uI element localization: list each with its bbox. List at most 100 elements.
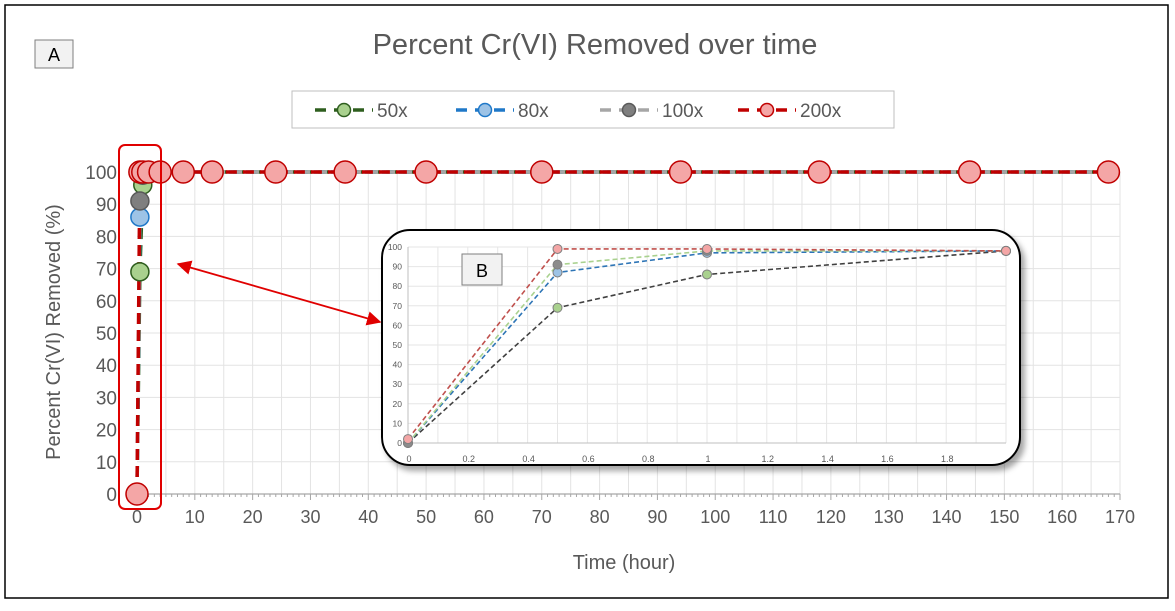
x-tick-label: 150 xyxy=(989,507,1019,527)
data-point-200x xyxy=(171,160,196,184)
y-axis-title: Percent Cr(VI) Removed (%) xyxy=(43,204,65,460)
y-tick-label: 50 xyxy=(96,324,117,345)
inset-y-tick-label: 60 xyxy=(393,320,403,330)
x-tick-label: 0 xyxy=(132,507,142,527)
legend-label-200x: 200x xyxy=(800,101,842,122)
y-tick-label: 60 xyxy=(96,292,117,313)
legend-label-50x: 50x xyxy=(377,101,408,122)
x-tick-label: 10 xyxy=(185,507,205,527)
panel-label-b-box xyxy=(461,253,503,286)
panel-label-b: B xyxy=(476,261,488,281)
x-tick-label: 170 xyxy=(1105,507,1135,527)
data-point-200x xyxy=(333,160,357,184)
inset-series-line-100x xyxy=(407,250,1006,444)
zoom-arrow xyxy=(176,260,382,326)
x-tick-label: 70 xyxy=(532,507,552,527)
x-tick-label: 80 xyxy=(590,507,610,527)
x-tick-label: 100 xyxy=(700,507,730,527)
y-tick-label: 80 xyxy=(96,227,117,248)
inset-data-point-50x xyxy=(552,302,563,313)
inset-x-tick-label: 0.2 xyxy=(463,454,476,464)
inset-y-tick-label: 0 xyxy=(397,438,402,448)
inset-y-tick-label: 90 xyxy=(393,262,403,272)
x-tick-label: 30 xyxy=(300,507,320,527)
inset-x-tick-label: 1.6 xyxy=(881,454,894,464)
main-axes xyxy=(136,493,1121,500)
y-tick-label: 70 xyxy=(96,260,117,281)
data-point-100x xyxy=(130,191,150,211)
inset-series-line-50x xyxy=(407,250,1007,444)
inset-x-tick-label: 0.6 xyxy=(582,454,595,464)
y-tick-label: 20 xyxy=(96,421,117,442)
x-axis-title: Time (hour) xyxy=(573,552,676,574)
legend-label-80x: 80x xyxy=(518,101,549,122)
main-series xyxy=(125,160,1121,506)
highlight-box xyxy=(118,144,162,510)
legend-label-100x: 100x xyxy=(662,101,704,122)
inset-frame xyxy=(381,229,1021,466)
data-point-200x xyxy=(200,160,224,184)
inset-tick-labels: 0 0.2 0.4 0.6 0.8 1 1.2 1.4 1.6 1.8 0 10 20 30 40 50 60 7… xyxy=(388,242,954,464)
legend-marker-200x xyxy=(759,102,775,118)
data-point-200x xyxy=(668,160,693,184)
legend-marker-100x xyxy=(621,102,637,118)
inset-data-point-200x xyxy=(1001,245,1011,256)
inset-y-tick-label: 30 xyxy=(393,379,403,389)
inset-y-tick-label: 80 xyxy=(393,281,403,291)
inset-y-tick-label: 10 xyxy=(393,418,403,428)
inset-series xyxy=(403,243,1011,448)
x-tick-label: 110 xyxy=(759,507,788,527)
y-tick-label: 10 xyxy=(96,453,117,474)
inset-x-tick-label: 0.4 xyxy=(522,454,535,464)
data-point-200x xyxy=(264,160,288,184)
inset-y-tick-label: 50 xyxy=(393,340,403,350)
inset-data-point-50x xyxy=(702,269,712,280)
inset-series-line-80x xyxy=(407,250,1007,444)
panel-label-a-box xyxy=(34,39,74,69)
x-tick-label: 50 xyxy=(416,507,436,527)
inset-x-tick-label: 1.2 xyxy=(762,454,775,464)
y-tick-label: 0 xyxy=(106,485,117,506)
chart-title: Percent Cr(VI) Removed over time xyxy=(373,29,818,61)
y-tick-label: 100 xyxy=(85,163,117,184)
x-tick-label: 140 xyxy=(932,507,962,527)
inset-y-tick-label: 40 xyxy=(393,360,403,370)
inset-y-tick-label: 20 xyxy=(393,399,403,409)
y-tick-label: 40 xyxy=(96,356,117,377)
legend-marker-50x xyxy=(336,102,352,118)
y-tick-label: 90 xyxy=(96,195,117,216)
x-tick-label: 160 xyxy=(1047,507,1077,527)
data-point-200x xyxy=(530,160,554,184)
inset-series-line-200x xyxy=(407,248,1007,440)
inset-x-tick-label: 1.8 xyxy=(941,454,954,464)
inset-y-tick-label: 70 xyxy=(393,301,403,311)
legend: 50x 80x 100x 200x xyxy=(291,90,895,129)
x-tick-label: 90 xyxy=(647,507,667,527)
y-tick-label: 30 xyxy=(96,388,117,409)
x-tick-label: 120 xyxy=(816,507,846,527)
inset-x-tick-label: 1 xyxy=(705,454,710,464)
x-tick-label: 60 xyxy=(474,507,494,527)
x-tick-label: 40 xyxy=(358,507,378,527)
data-point-200x xyxy=(807,160,832,184)
data-point-200x xyxy=(414,160,438,184)
inset-data-point-200x xyxy=(403,434,413,445)
inset-y-tick-label: 100 xyxy=(388,242,402,252)
x-tick-label: 20 xyxy=(243,507,263,527)
legend-box xyxy=(291,90,895,129)
inset-x-tick-label: 0 xyxy=(406,454,411,464)
inset-gridlines xyxy=(407,246,1007,444)
panel-label-a: A xyxy=(48,45,60,65)
legend-marker-80x xyxy=(477,102,493,118)
data-point-80x xyxy=(130,207,150,227)
main-tick-labels: 0 10 20 30 40 50 60 70 80 90 100 110 120 130 140 150 160… xyxy=(85,163,1135,527)
x-tick-label: 130 xyxy=(874,507,904,527)
inset-data-point-200x xyxy=(552,243,563,254)
data-point-200x xyxy=(125,482,149,506)
inset-x-tick-label: 1.4 xyxy=(821,454,834,464)
inset-data-point-100x xyxy=(552,259,563,270)
inset-x-tick-label: 0.8 xyxy=(642,454,655,464)
data-point-200x xyxy=(957,160,982,184)
